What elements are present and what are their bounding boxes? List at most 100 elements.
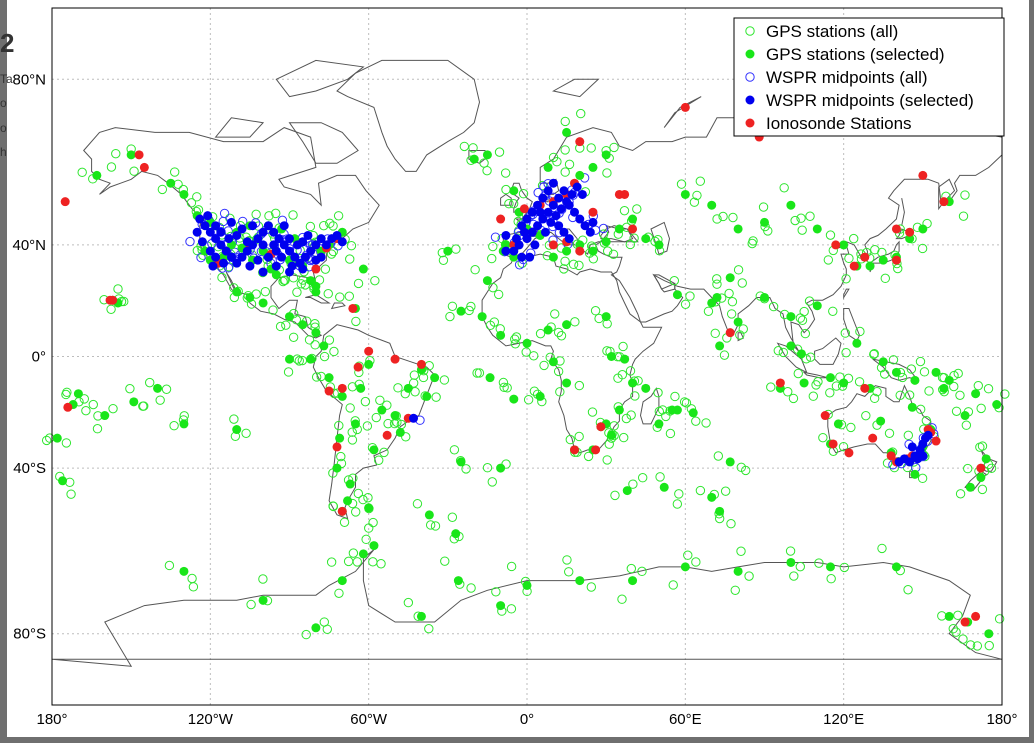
gps-station-all-marker	[841, 347, 851, 358]
gps-station-all-marker	[818, 432, 828, 443]
gps-station-all-marker	[747, 238, 757, 249]
wspr-midpoint-selected-marker	[316, 234, 326, 244]
wspr-midpoint-selected-marker	[258, 267, 268, 277]
gps-station-selected-marker	[311, 287, 321, 297]
gps-station-selected-marker	[628, 576, 638, 586]
gps-station-all-marker	[445, 311, 455, 322]
gps-station-selected-marker	[825, 373, 835, 383]
gps-station-all-marker	[683, 550, 693, 560]
gps-station-all-marker	[409, 370, 420, 380]
gps-station-selected-marker	[680, 189, 690, 199]
gps-station-selected-marker	[369, 445, 379, 455]
wspr-midpoint-all-marker	[533, 187, 543, 198]
gps-station-selected-marker	[311, 623, 321, 633]
gps-station-selected-marker	[944, 611, 954, 621]
gps-station-all-marker	[676, 179, 687, 189]
gps-station-selected-marker	[548, 357, 558, 367]
gps-station-all-marker	[348, 548, 359, 558]
gps-station-all-marker	[502, 383, 512, 393]
ionosonde-station-marker	[353, 362, 363, 372]
ionosonde-station-marker	[828, 439, 838, 449]
wspr-midpoint-selected-marker	[303, 230, 313, 240]
ionosonde-station-marker	[324, 386, 334, 396]
gps-station-selected-marker	[833, 419, 843, 429]
taiwan-coast	[843, 288, 850, 300]
wspr-midpoint-selected-marker	[221, 246, 231, 256]
wspr-midpoint-selected-marker	[409, 413, 419, 423]
ionosonde-station-marker	[860, 383, 870, 393]
gps-station-all-marker	[937, 611, 947, 621]
gps-station-all-marker	[294, 356, 304, 366]
gps-station-all-marker	[186, 198, 197, 208]
wspr-midpoint-selected-marker	[263, 221, 273, 231]
gps-station-all-marker	[740, 465, 751, 476]
ionosonde-station-marker	[905, 227, 915, 237]
gps-station-all-marker	[768, 301, 779, 312]
victoria-island-coast	[214, 117, 265, 138]
gps-station-all-marker	[846, 422, 856, 433]
gps-station-all-marker	[288, 332, 299, 342]
gps-station-all-marker	[383, 418, 393, 429]
gps-station-selected-marker	[976, 473, 986, 483]
ionosonde-station-marker	[591, 445, 601, 455]
gps-station-all-marker	[738, 324, 748, 334]
gps-station-all-marker	[334, 420, 344, 431]
gps-station-all-marker	[805, 211, 815, 221]
wspr-midpoint-selected-marker	[208, 261, 218, 271]
gps-station-all-marker	[568, 259, 579, 270]
gps-station-all-marker	[841, 274, 851, 284]
gps-station-all-marker	[217, 272, 227, 283]
gps-station-all-marker	[977, 441, 988, 451]
gps-station-all-marker	[744, 571, 754, 581]
gps-station-all-marker	[155, 395, 165, 405]
x-tick-label: 60°E	[669, 711, 702, 728]
gps-station-all-marker	[793, 368, 803, 379]
gps-station-selected-marker	[232, 287, 242, 297]
gps-station-selected-marker	[451, 529, 461, 539]
gps-station-all-marker	[560, 256, 570, 266]
gps-station-selected-marker	[562, 320, 572, 330]
wspr-midpoint-selected-marker	[211, 252, 221, 262]
gps-station-selected-marker	[588, 162, 598, 172]
gps-station-selected-marker	[456, 457, 466, 467]
gps-station-selected-marker	[910, 469, 920, 479]
gps-station-all-marker	[461, 464, 471, 474]
wspr-midpoint-selected-marker	[501, 246, 511, 256]
gps-station-all-marker	[424, 623, 434, 634]
java-coast	[802, 371, 828, 379]
gps-station-all-marker	[653, 387, 663, 398]
gps-station-all-marker	[283, 367, 294, 377]
wspr-midpoint-selected-marker	[554, 193, 564, 203]
gps-station-all-marker	[559, 264, 569, 274]
gps-station-all-marker	[965, 640, 976, 650]
ionosonde-station-marker	[939, 197, 949, 207]
gps-station-all-marker	[564, 567, 574, 577]
ionosonde-station-marker	[849, 261, 859, 271]
gps-station-all-marker	[879, 369, 890, 379]
gps-station-selected-marker	[543, 162, 553, 172]
madagascar-coast	[639, 387, 660, 425]
gps-station-selected-marker	[403, 383, 413, 393]
gps-station-selected-marker	[179, 189, 189, 199]
gps-station-all-marker	[328, 501, 339, 512]
gps-station-all-marker	[81, 405, 91, 416]
gps-station-all-marker	[447, 301, 458, 311]
gps-station-all-marker	[500, 168, 511, 178]
wspr-midpoint-selected-marker	[538, 193, 548, 203]
gps-station-all-marker	[539, 360, 549, 371]
wspr-midpoint-all-marker	[218, 216, 228, 227]
gps-station-selected-marker	[672, 290, 682, 300]
gps-station-all-marker	[264, 211, 274, 221]
gps-station-selected-marker	[324, 373, 334, 383]
gps-station-selected-marker	[575, 170, 585, 180]
wspr-midpoint-selected-marker	[543, 186, 553, 196]
gps-station-all-marker	[371, 412, 381, 423]
gps-station-all-marker	[529, 386, 540, 396]
gps-station-all-marker	[679, 397, 690, 407]
svalbard-coast	[551, 78, 600, 98]
wspr-midpoint-selected-marker	[501, 230, 511, 240]
gps-station-all-marker	[333, 211, 344, 221]
gps-station-all-marker	[625, 239, 636, 250]
wspr-midpoint-selected-marker	[269, 227, 279, 237]
legend-label: GPS stations (selected)	[766, 45, 945, 64]
